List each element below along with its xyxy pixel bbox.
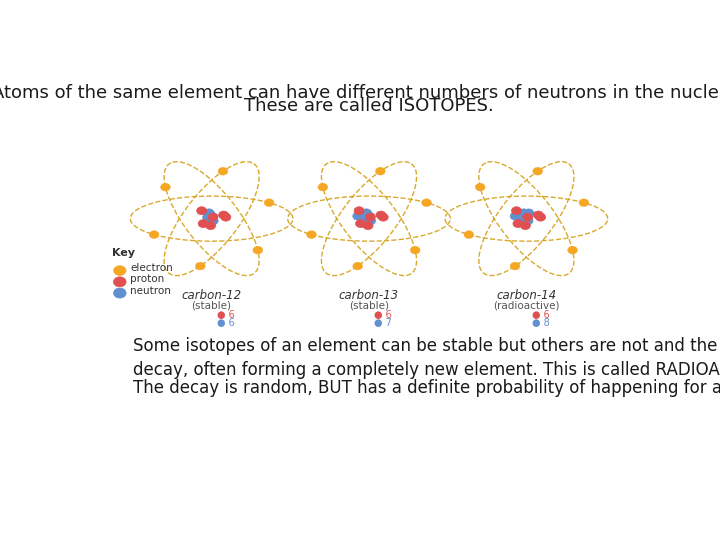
- Circle shape: [205, 216, 215, 224]
- Circle shape: [523, 217, 533, 225]
- Text: ● 6: ● 6: [217, 310, 235, 320]
- Text: electron: electron: [130, 263, 173, 273]
- Text: neutron: neutron: [130, 286, 171, 295]
- Circle shape: [511, 207, 521, 215]
- Text: ● 7: ● 7: [374, 319, 392, 328]
- Text: carbon-14: carbon-14: [496, 289, 557, 302]
- Circle shape: [356, 220, 366, 227]
- Circle shape: [198, 220, 208, 227]
- Circle shape: [353, 262, 363, 270]
- Circle shape: [197, 207, 207, 215]
- Circle shape: [520, 216, 530, 224]
- Text: (stable): (stable): [192, 301, 232, 310]
- Circle shape: [520, 211, 530, 219]
- Circle shape: [161, 183, 171, 191]
- Circle shape: [362, 216, 372, 224]
- Circle shape: [567, 246, 577, 254]
- Circle shape: [534, 211, 544, 219]
- Text: The decay is random, BUT has a definite probability of happening for any isotope: The decay is random, BUT has a definite …: [133, 379, 720, 397]
- Circle shape: [464, 231, 474, 239]
- Circle shape: [366, 217, 376, 225]
- Text: ● 6: ● 6: [531, 310, 549, 320]
- Circle shape: [353, 212, 363, 220]
- Circle shape: [363, 211, 372, 219]
- Circle shape: [221, 213, 231, 221]
- Circle shape: [208, 213, 217, 221]
- Circle shape: [114, 288, 126, 298]
- Circle shape: [579, 199, 589, 207]
- Circle shape: [195, 262, 205, 270]
- Circle shape: [523, 213, 533, 221]
- Circle shape: [510, 212, 521, 220]
- Circle shape: [205, 211, 215, 219]
- Circle shape: [307, 231, 316, 239]
- Circle shape: [410, 246, 420, 254]
- Circle shape: [536, 213, 546, 221]
- Text: Some isotopes of an element can be stable but others are not and the nucleus can: Some isotopes of an element can be stabl…: [133, 337, 720, 379]
- Circle shape: [422, 199, 431, 207]
- Circle shape: [149, 231, 159, 239]
- Circle shape: [208, 213, 218, 221]
- Circle shape: [203, 213, 212, 221]
- Circle shape: [354, 207, 364, 215]
- Text: proton: proton: [130, 274, 165, 285]
- Text: ● 6: ● 6: [374, 310, 392, 320]
- Circle shape: [513, 220, 523, 227]
- Text: These are called ISOTOPES.: These are called ISOTOPES.: [244, 97, 494, 115]
- Circle shape: [206, 221, 215, 229]
- Circle shape: [208, 217, 218, 225]
- Circle shape: [219, 211, 228, 219]
- Circle shape: [523, 209, 534, 217]
- Text: Key: Key: [112, 248, 135, 258]
- Circle shape: [475, 183, 485, 191]
- Circle shape: [510, 262, 520, 270]
- Circle shape: [519, 209, 528, 217]
- Circle shape: [264, 199, 274, 207]
- Text: carbon-13: carbon-13: [339, 289, 399, 302]
- Circle shape: [114, 266, 126, 275]
- Text: (stable): (stable): [349, 301, 389, 310]
- Circle shape: [204, 209, 214, 217]
- Circle shape: [361, 209, 372, 217]
- Circle shape: [365, 213, 375, 221]
- Circle shape: [365, 213, 375, 221]
- Text: ● 6: ● 6: [217, 319, 235, 328]
- Circle shape: [518, 213, 528, 221]
- Text: ● 8: ● 8: [531, 319, 549, 328]
- Circle shape: [114, 277, 126, 287]
- Circle shape: [378, 213, 388, 221]
- Circle shape: [360, 213, 370, 221]
- Text: carbon-12: carbon-12: [181, 289, 242, 302]
- Circle shape: [521, 221, 531, 229]
- Circle shape: [253, 246, 263, 254]
- Circle shape: [318, 183, 328, 191]
- Text: (radioactive): (radioactive): [493, 301, 559, 310]
- Circle shape: [376, 211, 386, 219]
- Circle shape: [363, 221, 373, 229]
- Circle shape: [523, 213, 533, 221]
- Circle shape: [218, 167, 228, 175]
- Text: Atoms of the same element can have different numbers of neutrons in the nucleus.: Atoms of the same element can have diffe…: [0, 84, 720, 102]
- Circle shape: [375, 167, 385, 175]
- Circle shape: [533, 167, 543, 175]
